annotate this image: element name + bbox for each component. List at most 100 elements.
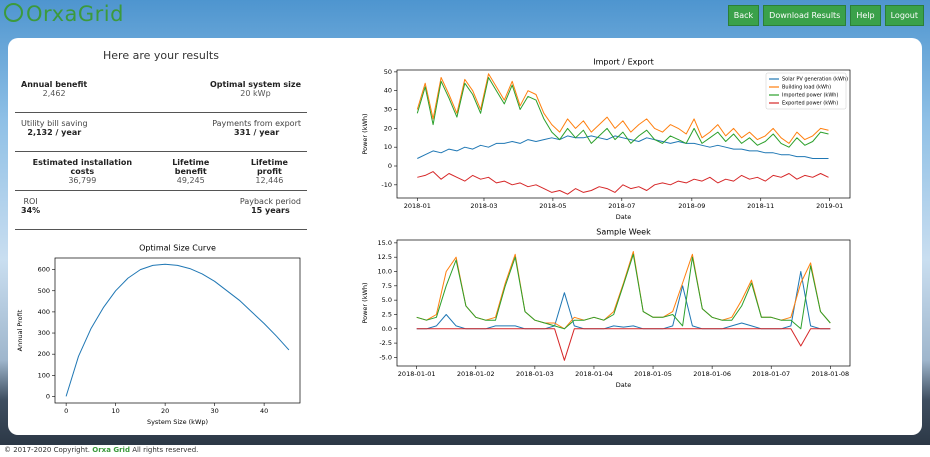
series-line xyxy=(417,171,829,195)
optimal-size-chart: Optimal Size Curve System Size (kWp) Annua… xyxy=(16,244,301,426)
logo-text: OrxaGrid xyxy=(26,2,124,26)
result-row: Estimated installation costs 36,799 Lifeti… xyxy=(15,152,307,191)
result-cell: Optimal system size 20 kWp xyxy=(204,80,307,108)
chart-title: Optimal Size Curve xyxy=(139,244,216,253)
x-tick-label: 2018-01 xyxy=(404,202,431,210)
y-axis-label: Power (kWh) xyxy=(361,113,369,154)
y-tick-label: -2.5 xyxy=(379,339,392,347)
y-tick-label: 40 xyxy=(384,87,392,95)
series-line xyxy=(416,77,829,148)
result-value: 331 / year xyxy=(234,128,280,137)
result-cell: Lifetime benefit 49,245 xyxy=(150,158,232,186)
result-label: Annual benefit xyxy=(21,80,88,89)
x-tick-label: 0 xyxy=(64,407,68,415)
result-value: 34% xyxy=(21,206,41,215)
legend-label: Imported power (kWh) xyxy=(782,93,838,99)
logo-icon xyxy=(4,3,23,22)
logo[interactable]: OrxaGrid xyxy=(4,2,124,26)
nav-button[interactable]: Back xyxy=(727,5,760,26)
result-value: 36,799 xyxy=(68,176,97,185)
x-tick-label: 2018-01-01 xyxy=(398,370,436,378)
result-cell: Annual benefit 2,462 xyxy=(15,80,93,108)
result-row: Annual benefit 2,462 Optimal system size 20… xyxy=(15,74,307,113)
x-tick-label: 30 xyxy=(210,407,218,415)
y-tick-label: 200 xyxy=(38,350,50,358)
plot-frame xyxy=(396,69,851,199)
x-tick-label: 2018-01-02 xyxy=(457,370,495,378)
y-tick-label: 2.5 xyxy=(382,310,392,318)
x-tick-label: 2018-11 xyxy=(747,202,774,210)
result-value: 2,132 / year xyxy=(27,128,82,137)
plot-frame xyxy=(396,239,851,367)
result-cell: Lifetime profit 12,446 xyxy=(232,158,307,186)
result-cell: Payments from export 331 / year xyxy=(206,119,307,147)
result-label: Payments from export xyxy=(212,119,301,128)
result-value: 15 years xyxy=(251,206,290,215)
x-tick-label: 2018-01-03 xyxy=(516,370,554,378)
series-line xyxy=(65,263,290,397)
series-line xyxy=(417,135,829,159)
result-label: ROI xyxy=(23,197,38,206)
y-tick-label: 300 xyxy=(38,329,50,337)
footer-brand: Orxa Grid xyxy=(92,446,130,454)
x-tick-label: 2018-01-04 xyxy=(575,370,613,378)
y-tick-label: -10 xyxy=(381,181,392,189)
result-label: Utility bill saving xyxy=(21,119,88,128)
y-tick-label: 7.5 xyxy=(382,282,392,290)
chart-title: Import / Export xyxy=(593,58,654,67)
x-tick-label: 2018-07 xyxy=(608,202,635,210)
result-cell: ROI 34% xyxy=(15,197,46,225)
y-tick-label: 12.5 xyxy=(378,253,392,261)
sample-week-chart: Sample Week Date Power (kWh) 2018-01-01 2018… xyxy=(361,228,851,389)
series-line xyxy=(416,328,831,361)
y-tick-label: -5.0 xyxy=(379,353,392,361)
x-tick-label: 2018-05 xyxy=(539,202,566,210)
series-line xyxy=(416,253,831,330)
nav-button[interactable]: Logout xyxy=(884,5,924,26)
y-tick-label: 10 xyxy=(384,143,392,151)
nav-button[interactable]: Download Results xyxy=(763,5,847,26)
x-tick-label: 10 xyxy=(111,407,119,415)
x-tick-label: 2018-01-08 xyxy=(811,370,849,378)
y-tick-label: 5.0 xyxy=(382,296,392,304)
y-tick-label: 400 xyxy=(38,308,50,316)
y-tick-label: 20 xyxy=(384,124,392,132)
results-panel: Here are your results Annual benefit 2,46… xyxy=(15,45,307,230)
x-axis-label: Date xyxy=(616,381,632,389)
x-axis-label: System Size (kWp) xyxy=(147,418,208,426)
result-label: Payback period xyxy=(239,197,301,206)
legend-label: Building load (kWh) xyxy=(782,85,831,91)
y-tick-label: 100 xyxy=(38,371,50,379)
result-cell: Estimated installation costs 36,799 xyxy=(15,158,150,186)
x-tick-label: 2018-01-05 xyxy=(634,370,672,378)
y-tick-label: 600 xyxy=(38,266,50,274)
series-line xyxy=(416,73,829,144)
results-title: Here are your results xyxy=(103,49,219,62)
legend-label: Solar PV generation (kWh) xyxy=(782,77,848,83)
result-row: ROI 34% Payback period 15 years xyxy=(15,191,307,230)
x-tick-label: 2018-01-06 xyxy=(693,370,731,378)
x-tick-label: 2018-01-07 xyxy=(752,370,790,378)
result-value: 49,245 xyxy=(176,176,205,185)
legend-label: Exported power (kWh) xyxy=(782,101,838,107)
copyright: © 2017-2020 Copyright. xyxy=(4,446,91,454)
result-label: Lifetime benefit xyxy=(172,158,210,176)
result-label: Estimated installation costs xyxy=(32,158,133,176)
x-tick-label: 2018-03 xyxy=(470,202,497,210)
legend-box xyxy=(765,72,847,110)
result-value: 12,446 xyxy=(255,176,284,185)
y-tick-label: 50 xyxy=(384,68,392,76)
footer: © 2017-2020 Copyright. Orxa Grid All rig… xyxy=(4,446,198,454)
nav-button[interactable]: Help xyxy=(850,5,881,26)
y-tick-label: 500 xyxy=(38,287,50,295)
nav-buttons: Back Download Results Help Logout xyxy=(727,5,924,26)
x-tick-label: 20 xyxy=(161,407,169,415)
x-axis-label: Date xyxy=(616,213,632,221)
y-axis-label: Power (kWh) xyxy=(361,282,369,323)
result-value: 2,462 xyxy=(42,89,66,98)
y-tick-label: 30 xyxy=(384,106,392,114)
result-label: Optimal system size xyxy=(209,80,301,89)
series-line xyxy=(416,271,831,330)
